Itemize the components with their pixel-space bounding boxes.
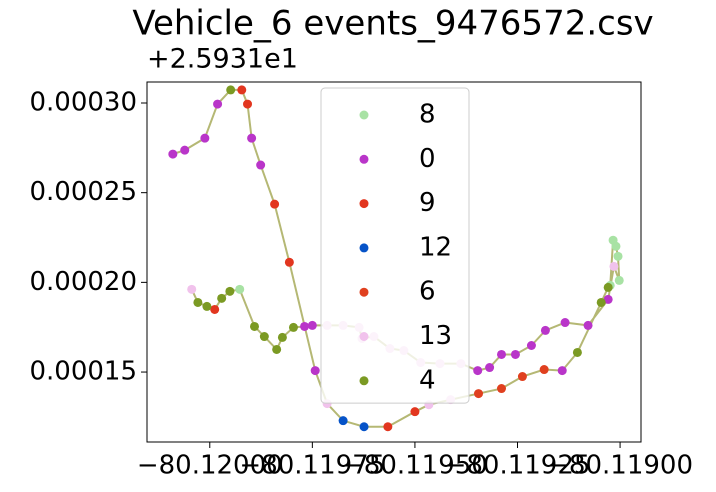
point (611, 241, 621, 251)
point (572, 347, 582, 357)
x-tick-label: −80.11900 (547, 451, 693, 481)
point (210, 304, 220, 314)
legend-label: 0 (419, 144, 436, 174)
point (539, 365, 549, 375)
point (307, 320, 317, 330)
x-tick-label: −80.11975 (239, 451, 385, 481)
legend-marker (359, 154, 369, 164)
y-offset-text: +2.5931e1 (147, 44, 298, 75)
chart-title: Vehicle_6 events_9476572.csv (132, 4, 653, 44)
point (235, 284, 245, 294)
legend-label: 12 (419, 232, 452, 262)
legend-marker (359, 110, 369, 120)
point (485, 363, 495, 373)
y-tick-label: 0.00025 (29, 177, 137, 207)
point (603, 294, 613, 304)
legend-marker (359, 376, 369, 386)
point (473, 366, 483, 376)
point (560, 318, 570, 328)
point (603, 282, 613, 292)
point (510, 349, 520, 359)
point (496, 349, 506, 359)
point (300, 321, 310, 331)
point (200, 133, 210, 143)
point (256, 160, 266, 170)
point (383, 422, 393, 432)
point (557, 366, 567, 376)
legend-label: 6 (419, 277, 436, 307)
point (540, 325, 550, 335)
point (410, 407, 420, 417)
point (202, 301, 212, 311)
point (338, 416, 348, 426)
point (359, 422, 369, 432)
point (596, 297, 606, 307)
plot-frame (146, 81, 642, 443)
y-tick-label: 0.00015 (29, 357, 137, 387)
point (310, 366, 320, 376)
y-tick-label: 0.00030 (29, 87, 137, 117)
point (284, 257, 294, 267)
point (225, 286, 235, 296)
x-tick-label: −80.11950 (342, 451, 488, 481)
point (247, 133, 257, 143)
point (237, 85, 247, 95)
point (243, 99, 253, 109)
point (193, 297, 203, 307)
point (213, 99, 223, 109)
point (288, 322, 298, 332)
point (496, 384, 506, 394)
point (168, 149, 178, 159)
point (474, 389, 484, 399)
legend-marker (359, 332, 369, 341)
point (272, 344, 282, 354)
x-tick-label: −80.11925 (445, 451, 591, 481)
legend-label: 4 (419, 365, 436, 395)
legend: 8 0 9 12 6 13 4 (320, 87, 470, 404)
legend-marker (359, 243, 369, 253)
legend-label: 13 (419, 321, 452, 351)
point (526, 340, 536, 350)
point (583, 320, 593, 330)
point (259, 332, 269, 342)
point (180, 145, 190, 155)
legend-box (320, 87, 470, 404)
point (226, 85, 236, 95)
x-tick-label: −80.12000 (137, 451, 283, 481)
point (613, 251, 623, 261)
point (187, 284, 197, 294)
point (609, 261, 619, 271)
point (217, 293, 227, 303)
point (614, 275, 624, 285)
legend-label: 8 (419, 100, 436, 130)
point (249, 321, 259, 331)
legend-label: 9 (419, 188, 436, 218)
legend-marker (359, 287, 369, 297)
point (270, 199, 280, 209)
point (277, 332, 287, 342)
legend-marker (359, 199, 369, 209)
point (517, 372, 527, 382)
y-tick-label: 0.00020 (29, 267, 137, 297)
